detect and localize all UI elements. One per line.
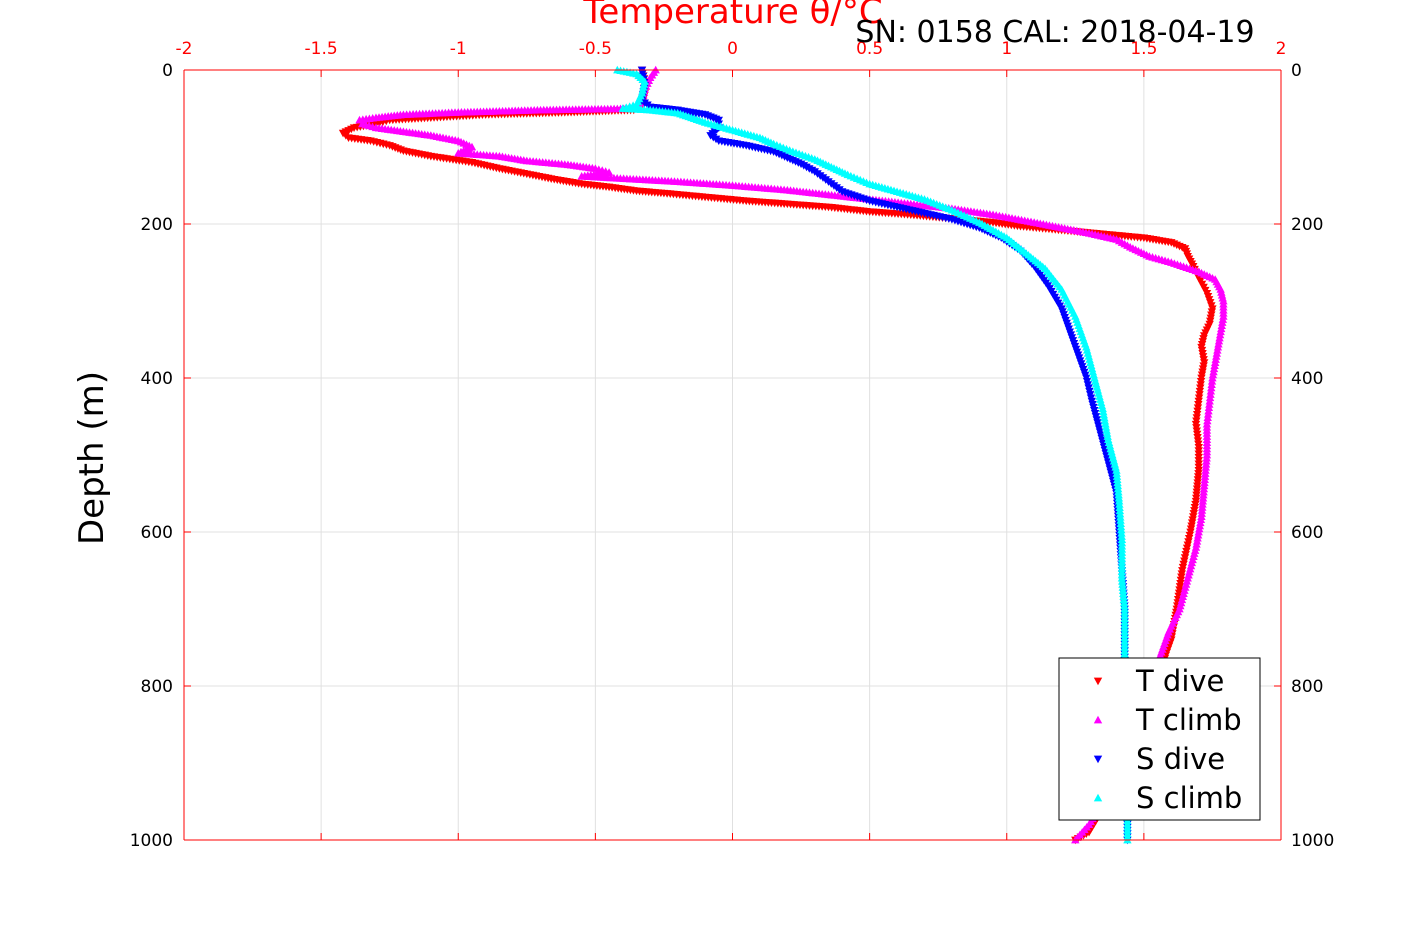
data-point [1196,518,1205,527]
legend-box [1058,657,1261,821]
data-point [1212,349,1222,357]
data-point [1215,330,1225,339]
data-point [1194,527,1203,536]
data-point [1193,533,1202,542]
legend-marker [1093,677,1103,686]
data-point [1101,420,1110,428]
y-tick-label-left: 0 [162,61,173,81]
chart-title: SN: 0158 CAL: 2018-04-19 [855,15,1254,50]
data-point [1208,370,1218,379]
data-point [1203,416,1212,425]
grid [184,70,1281,840]
data-point [1100,413,1109,422]
data-point [1216,327,1225,336]
data-point [1205,396,1214,405]
y-tick-label-right: 1000 [1291,831,1334,851]
data-point [1206,390,1215,398]
data-point [1193,530,1203,539]
data-point [1207,377,1217,385]
x-tick-label: 1.5 [1130,39,1157,59]
data-point [1214,339,1223,348]
x-tick-label: -1.5 [305,39,338,59]
data-point [1102,426,1111,434]
data-point [1099,410,1109,419]
y-tick-label-left: 200 [141,215,173,235]
legend-marker [1093,715,1103,724]
data-point [1196,515,1206,524]
data-point [1204,403,1214,412]
x-tick-label: -2 [176,39,193,59]
y-tick-label-left: 600 [141,523,173,543]
data-point [1211,355,1220,363]
data-point [1209,367,1218,376]
data-point [1204,406,1213,415]
y-axis-title: Depth (m) [72,371,112,545]
legend-label: S dive [1136,742,1225,776]
legend: T dive T climb S dive S climb [1058,657,1261,821]
data-point [1203,410,1213,418]
data-point [1098,404,1107,413]
data-point [1192,537,1202,545]
legend-label: S climb [1136,781,1242,815]
data-point [1213,346,1222,354]
data-point [1209,364,1219,373]
legend-label: T dive [1135,664,1224,698]
data-point [1215,333,1224,342]
data-point [1208,373,1217,382]
x-tick-label: 2 [1276,39,1287,59]
data-point [1099,407,1108,416]
legend-marker [1093,793,1103,802]
x-tick-label: 0 [727,39,738,59]
x-axis-title: Temperature θ/°C [582,0,882,32]
y-tick-label-right: 400 [1291,369,1323,389]
legend-label: T climb [1135,703,1242,737]
y-tick-label-right: 0 [1291,61,1302,81]
data-point [1102,429,1112,437]
data-layer [338,65,1228,845]
data-point [1195,524,1204,533]
data-point [1205,393,1215,402]
x-tick-label: 1 [1001,39,1012,59]
data-point [1207,383,1216,392]
data-point [1217,324,1226,333]
y-tick-label-right: 600 [1291,523,1323,543]
y-tick-label-right: 800 [1291,677,1323,697]
y-tick-label-left: 800 [141,677,173,697]
data-point [1203,413,1212,421]
y-tick-label-right: 200 [1291,215,1323,235]
data-point [1217,321,1226,329]
data-point [1219,312,1228,320]
data-point [1206,387,1216,395]
data-point [1192,540,1201,548]
x-tick-label: -1 [450,39,467,59]
x-tick-label: -0.5 [579,39,612,59]
data-point [1197,512,1206,520]
data-point [1218,318,1227,326]
x-tick-label: 0.5 [856,39,883,59]
data-point [714,120,723,129]
data-point [1218,315,1228,323]
data-point [1210,358,1220,366]
data-point [1195,521,1205,530]
data-point [714,116,723,125]
data-point [1103,432,1112,440]
data-point [1210,361,1219,370]
data-point [1205,400,1214,408]
data-point [1213,343,1223,351]
data-point [1100,416,1110,425]
data-point [1214,336,1224,345]
data-point [1101,423,1111,431]
y-tick-label-left: 1000 [130,831,173,851]
data-point [1212,352,1221,360]
legend-marker [1093,755,1103,764]
data-point [1207,380,1216,388]
y-tick-label-left: 400 [141,369,173,389]
